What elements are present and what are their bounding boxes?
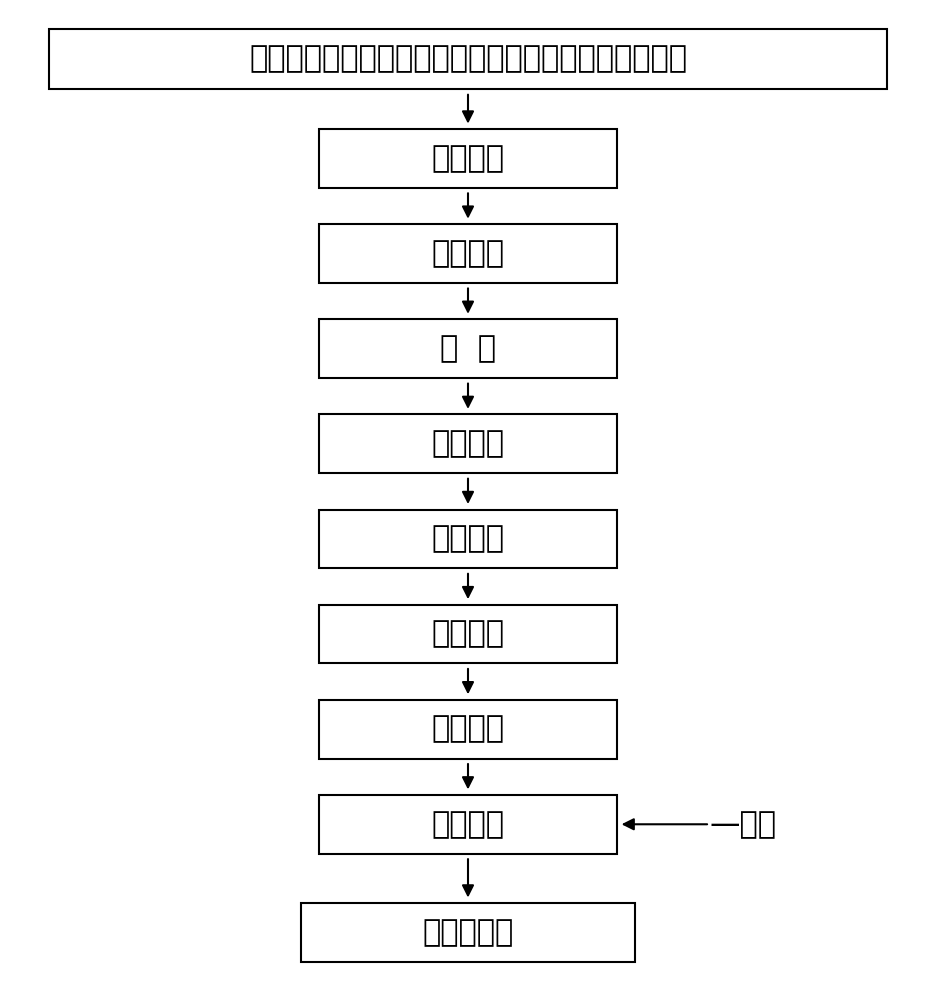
Bar xyxy=(50,29,886,89)
Text: 素烧脱蜡: 素烧脱蜡 xyxy=(431,620,505,649)
Text: 混合球磨: 混合球磨 xyxy=(431,144,505,173)
Text: 注塑成型: 注塑成型 xyxy=(431,429,505,458)
Bar xyxy=(319,795,617,854)
Bar xyxy=(319,605,617,663)
Text: 混  合: 混 合 xyxy=(440,334,496,363)
Bar xyxy=(319,319,617,378)
Text: 阴凉干燥: 阴凉干燥 xyxy=(431,524,505,553)
Bar xyxy=(319,224,617,283)
Text: 碳化硅粉、碳粉、组分烧结添加助剂、液体石蜡、甲醇: 碳化硅粉、碳粉、组分烧结添加助剂、液体石蜡、甲醇 xyxy=(249,44,687,73)
Text: 机械加工: 机械加工 xyxy=(431,715,505,744)
Bar xyxy=(319,414,617,473)
Text: 无压烧结: 无压烧结 xyxy=(431,810,505,839)
Text: 碳化硅成品: 碳化硅成品 xyxy=(422,918,514,947)
Bar xyxy=(300,903,636,962)
Text: —氮气: —氮气 xyxy=(709,810,777,839)
Bar xyxy=(319,700,617,759)
Bar xyxy=(319,510,617,568)
Text: 过筛搅拌: 过筛搅拌 xyxy=(431,239,505,268)
Bar xyxy=(319,129,617,188)
